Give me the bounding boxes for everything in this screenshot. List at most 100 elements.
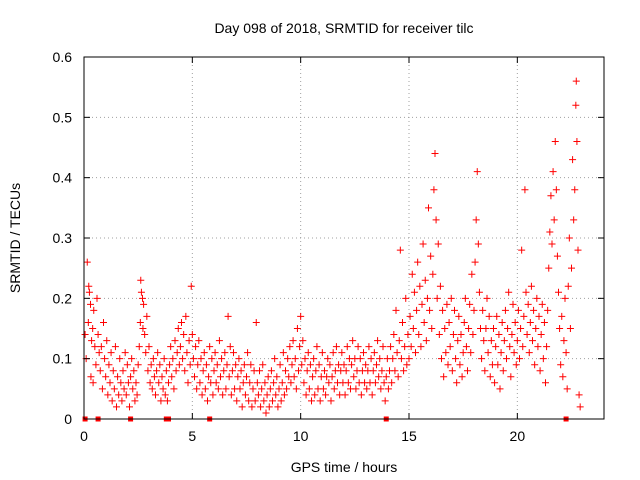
data-point <box>114 373 122 381</box>
data-point <box>341 391 349 399</box>
data-point <box>187 282 195 290</box>
data-point <box>552 186 560 194</box>
data-point <box>121 349 129 357</box>
data-point <box>538 300 546 308</box>
data-point <box>432 216 440 224</box>
data-point <box>416 282 424 290</box>
data-points <box>81 77 584 417</box>
data-point <box>407 343 415 351</box>
data-point <box>219 391 227 399</box>
data-point <box>406 312 414 320</box>
data-point <box>403 361 411 369</box>
y-tick-label: 0.6 <box>53 49 73 65</box>
data-point <box>267 367 275 375</box>
data-point <box>256 367 263 375</box>
data-point <box>104 391 112 399</box>
data-point <box>435 331 443 339</box>
data-point <box>547 192 555 200</box>
data-point <box>97 343 105 351</box>
data-point <box>348 361 356 369</box>
data-point <box>148 385 156 393</box>
data-point <box>289 337 297 345</box>
data-point <box>273 373 281 381</box>
data-point <box>106 379 114 387</box>
data-point <box>427 252 435 260</box>
data-point <box>236 385 244 393</box>
data-point <box>144 367 152 375</box>
data-point <box>117 379 125 387</box>
data-point <box>440 373 448 381</box>
grid-lines <box>84 57 604 419</box>
data-point <box>329 349 337 357</box>
data-point <box>204 397 211 405</box>
data-point <box>302 391 310 399</box>
data-point <box>89 379 97 387</box>
data-point <box>453 379 461 387</box>
data-point <box>431 150 439 158</box>
data-point <box>202 361 210 369</box>
data-point <box>490 325 497 332</box>
data-point <box>183 349 191 357</box>
x-tick-label: 5 <box>188 428 196 444</box>
data-point <box>209 391 217 399</box>
data-point <box>217 373 224 381</box>
x-tick-label: 0 <box>80 428 88 444</box>
data-point <box>221 349 229 357</box>
data-point <box>498 318 506 326</box>
data-point <box>215 337 223 345</box>
data-point <box>258 385 266 393</box>
data-point <box>509 300 517 308</box>
data-point <box>196 379 204 387</box>
data-point <box>315 361 323 369</box>
data-point <box>325 379 333 387</box>
data-point <box>340 361 348 369</box>
data-point <box>394 373 402 381</box>
data-point <box>481 367 489 375</box>
data-point <box>369 367 377 375</box>
data-point <box>533 294 541 302</box>
y-tick-label: 0.5 <box>53 109 73 125</box>
data-point <box>180 331 188 339</box>
data-point <box>119 367 127 375</box>
data-point <box>536 367 544 375</box>
data-point <box>553 252 561 260</box>
data-point <box>287 379 295 387</box>
data-point <box>343 343 351 351</box>
data-point <box>413 306 421 314</box>
data-point <box>370 349 378 357</box>
data-point <box>499 367 507 375</box>
data-point <box>378 367 386 375</box>
data-point <box>201 385 209 393</box>
data-point <box>420 318 428 326</box>
data-point <box>156 361 164 369</box>
data-point <box>166 361 174 369</box>
data-point <box>436 282 444 290</box>
data-point <box>192 343 200 351</box>
data-point <box>134 361 142 369</box>
data-point <box>257 403 265 411</box>
data-point <box>173 349 181 357</box>
data-point <box>199 367 207 375</box>
data-point <box>428 325 436 332</box>
data-point <box>318 349 326 357</box>
data-point <box>159 385 167 393</box>
data-point <box>475 288 483 296</box>
data-point <box>239 379 247 387</box>
data-point <box>103 337 111 345</box>
data-point <box>551 137 559 145</box>
data-point <box>188 331 196 339</box>
data-point <box>301 355 309 363</box>
data-point <box>232 361 240 369</box>
data-point <box>128 355 136 363</box>
data-point <box>479 306 487 314</box>
data-point <box>478 355 486 363</box>
data-point <box>557 361 565 369</box>
data-point <box>449 331 457 339</box>
data-point <box>430 186 438 194</box>
data-point <box>228 367 236 375</box>
data-point <box>189 355 197 363</box>
data-point <box>500 337 508 345</box>
data-point <box>494 361 502 369</box>
data-point <box>330 385 338 393</box>
data-point <box>445 318 453 326</box>
